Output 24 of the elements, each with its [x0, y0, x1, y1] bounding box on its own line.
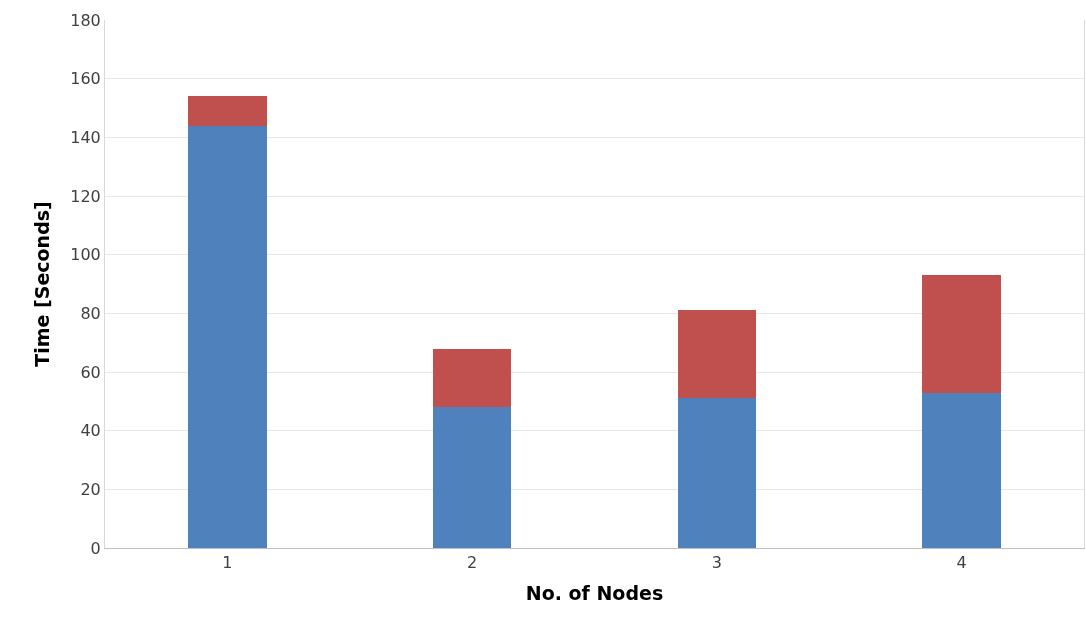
y-tick-label: 20: [80, 479, 101, 499]
bar: [188, 96, 267, 126]
bar: [432, 348, 512, 408]
y-tick-label: 160: [70, 69, 101, 89]
y-tick-label: 100: [70, 245, 101, 265]
y-tick-label: 140: [70, 127, 101, 147]
bar: [432, 407, 512, 548]
y-tick-label: 0: [90, 538, 101, 558]
y-tick-label: 60: [80, 362, 101, 382]
x-tick-label: 2: [467, 553, 478, 573]
bar: [677, 398, 757, 548]
x-axis-title: No. of Nodes: [525, 582, 664, 604]
bar: [677, 310, 757, 399]
y-tick-label: 120: [70, 186, 101, 206]
x-tick-label: 3: [711, 553, 722, 573]
bar: [922, 392, 1001, 548]
y-tick-label: 80: [80, 303, 101, 323]
y-tick-label: 40: [80, 421, 101, 441]
y-tick-label: 180: [70, 10, 101, 30]
bar: [188, 125, 267, 548]
bar: [922, 275, 1001, 393]
x-tick-label: 4: [956, 553, 967, 573]
y-axis-title: Time [Seconds]: [31, 201, 54, 367]
x-tick-label: 1: [222, 553, 233, 573]
